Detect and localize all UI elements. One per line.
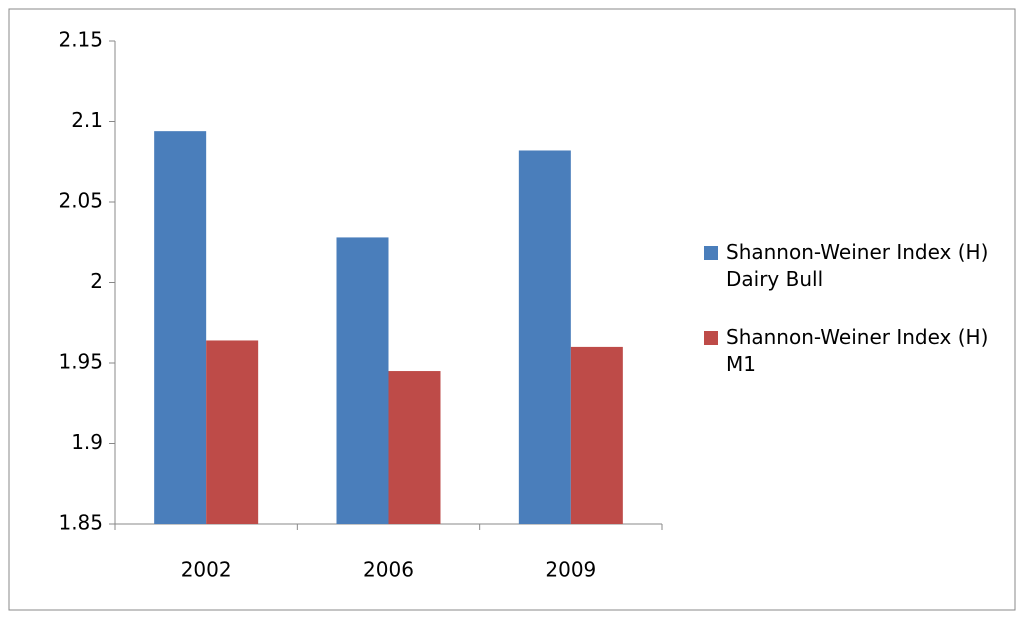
legend-item: Shannon-Weiner Index (H) Dairy Bull (704, 239, 1004, 293)
x-tick-label: 2002 (181, 558, 232, 582)
y-tick-label: 1.95 (58, 350, 103, 374)
bar (206, 340, 259, 524)
bar (518, 150, 571, 525)
bar (570, 346, 623, 524)
y-tick-label: 2.05 (58, 189, 103, 213)
y-tick-label: 2 (90, 269, 103, 293)
legend-label: Shannon-Weiner Index (H) Dairy Bull (726, 240, 989, 291)
legend-swatch (704, 331, 718, 345)
y-tick-label: 2.15 (58, 28, 103, 52)
bar (154, 131, 207, 524)
legend-item: Shannon-Weiner Index (H) M1 (704, 324, 1004, 378)
x-tick-label: 2006 (363, 558, 414, 582)
y-tick-label: 1.9 (71, 430, 103, 454)
y-tick-label: 1.85 (58, 511, 103, 535)
x-tick-label: 2009 (545, 558, 596, 582)
bar (336, 237, 389, 525)
y-tick-label: 2.1 (71, 108, 103, 132)
legend-swatch (704, 246, 718, 260)
legend-label: Shannon-Weiner Index (H) M1 (726, 325, 989, 376)
bar (388, 371, 441, 524)
